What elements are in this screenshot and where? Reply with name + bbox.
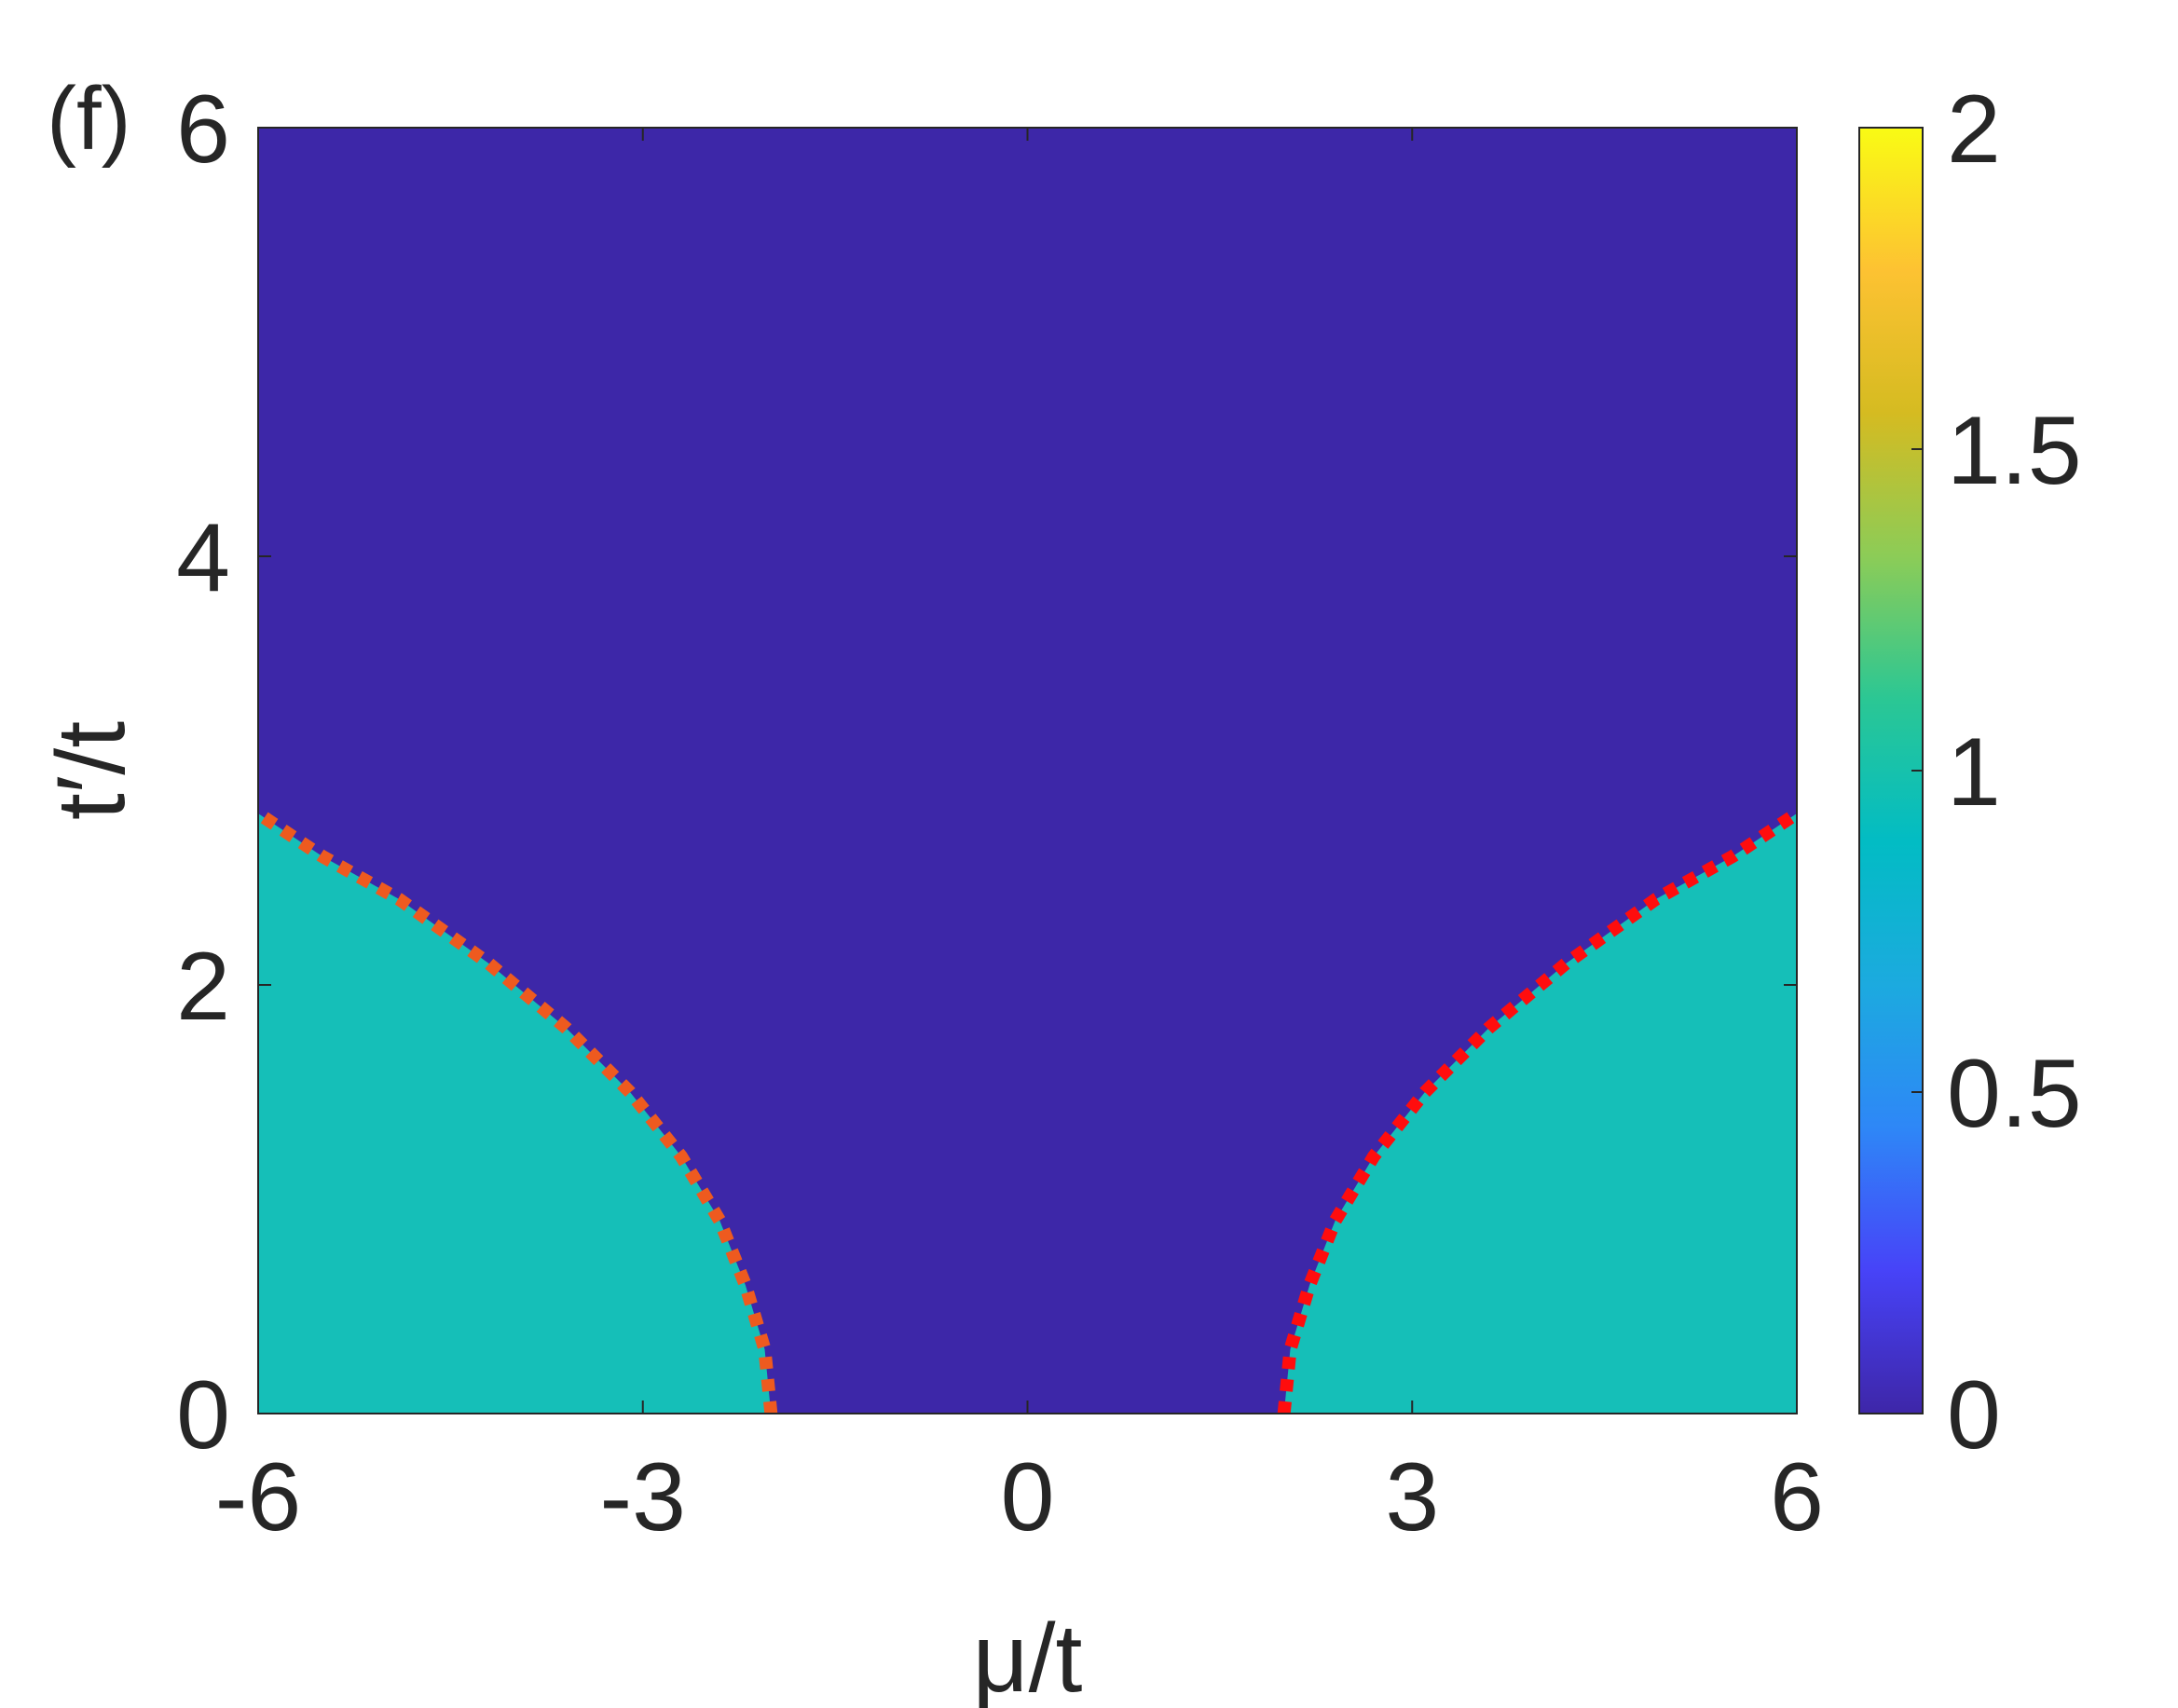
x-tick-label: -6: [215, 1443, 301, 1551]
x-axis-label: μ/t: [973, 1605, 1083, 1708]
colorbar-tick-label: 1: [1947, 718, 2001, 827]
y-axis-label: t′/t: [37, 721, 145, 820]
phase-boundary-left: [258, 808, 778, 1414]
colorbar-tick-label: 2: [1947, 75, 2001, 184]
y-tick-label: 0: [176, 1361, 230, 1469]
y-tick-label: 6: [176, 75, 230, 184]
phase-region-left: [258, 813, 772, 1414]
y-tick-label: 4: [176, 504, 230, 612]
panel-label: (f): [47, 69, 131, 169]
x-tick-label: -3: [600, 1443, 686, 1551]
colorbar-tick-label: 0: [1947, 1361, 2001, 1469]
colorbar-ticks: 0 0.5 1 1.5 2: [1911, 75, 2082, 1469]
x-axis: -6 -3 0 3 6: [215, 128, 1824, 1551]
y-tick-label: 2: [176, 933, 230, 1041]
phase-boundary-right: [1277, 808, 1797, 1414]
colorbar-tick-label: 1.5: [1947, 397, 2082, 505]
phase-region-right: [1283, 813, 1797, 1414]
colorbar-tick-label: 0.5: [1947, 1040, 2082, 1148]
x-tick-label: 6: [1770, 1443, 1824, 1551]
colorbar: 0 0.5 1 1.5 2: [1858, 75, 2082, 1469]
x-tick-label: 3: [1385, 1443, 1439, 1551]
y-axis: 0 2 4 6: [176, 75, 1797, 1469]
x-tick-label: 0: [1001, 1443, 1055, 1551]
plot-area: [258, 128, 1797, 1414]
